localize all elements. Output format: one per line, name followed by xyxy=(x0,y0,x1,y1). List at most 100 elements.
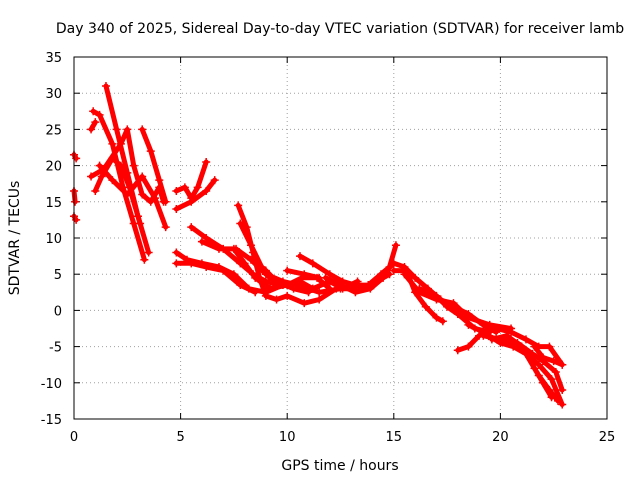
data-point-marker xyxy=(266,284,275,293)
data-point-marker xyxy=(521,335,530,344)
data-point-marker xyxy=(528,349,537,358)
data-point-marker xyxy=(146,147,155,156)
data-point-marker xyxy=(161,197,170,206)
data-point-marker xyxy=(97,172,106,181)
data-point-marker xyxy=(351,281,360,290)
y-tick-label: -15 xyxy=(41,413,62,428)
data-point-marker xyxy=(219,266,228,275)
data-point-marker xyxy=(453,346,462,355)
data-point-marker xyxy=(261,291,270,300)
x-tick-label: 25 xyxy=(599,430,616,445)
data-point-marker xyxy=(336,281,345,290)
series-arc-21 xyxy=(283,266,324,282)
series-arc-10 xyxy=(70,212,81,224)
data-point-marker xyxy=(202,262,211,271)
data-point-marker xyxy=(193,183,202,192)
data-point-marker xyxy=(202,186,211,195)
data-point-marker xyxy=(172,259,181,268)
series-trace xyxy=(173,177,218,212)
data-point-marker xyxy=(180,183,189,192)
data-point-marker xyxy=(553,396,562,405)
x-tick-label: 10 xyxy=(279,430,296,445)
data-point-marker xyxy=(530,364,539,373)
data-point-marker xyxy=(351,288,360,297)
data-point-marker xyxy=(172,248,181,257)
data-point-marker xyxy=(453,310,462,319)
data-point-marker xyxy=(251,273,260,282)
data-point-marker xyxy=(214,244,223,253)
data-point-marker xyxy=(72,154,81,163)
x-tick-label: 20 xyxy=(492,430,509,445)
data-point-marker xyxy=(155,176,164,185)
y-axis-label: SDTVAR / TECUs xyxy=(7,181,23,296)
y-tick-label: 30 xyxy=(45,87,62,102)
data-point-marker xyxy=(411,273,420,282)
data-point-marker xyxy=(112,125,121,134)
data-point-marker xyxy=(91,186,100,195)
data-point-marker xyxy=(507,328,516,337)
data-point-marker xyxy=(389,266,398,275)
data-point-marker xyxy=(391,241,400,250)
data-point-marker xyxy=(308,284,317,293)
data-point-marker xyxy=(87,172,96,181)
data-point-marker xyxy=(558,386,567,395)
x-axis-label: GPS time / hours xyxy=(281,458,398,474)
data-point-marker xyxy=(438,317,447,326)
data-point-marker xyxy=(71,197,80,206)
series-arc-22 xyxy=(295,241,400,290)
data-point-marker xyxy=(95,161,104,170)
series-arc-32 xyxy=(530,342,567,369)
data-point-marker xyxy=(91,118,100,127)
data-point-marker xyxy=(146,197,155,206)
data-point-marker xyxy=(549,357,558,366)
data-point-marker xyxy=(389,259,398,268)
data-point-marker xyxy=(251,288,260,297)
data-point-marker xyxy=(530,342,539,351)
y-tick-label: 5 xyxy=(54,268,62,283)
data-point-marker xyxy=(283,291,292,300)
data-point-marker xyxy=(443,302,452,311)
y-tick-label: 0 xyxy=(54,304,62,319)
data-point-marker xyxy=(151,194,160,203)
data-point-marker xyxy=(534,360,543,369)
data-point-marker xyxy=(202,157,211,166)
chart-title: Day 340 of 2025, Sidereal Day-to-day VTE… xyxy=(56,21,624,37)
data-point-marker xyxy=(72,215,81,224)
data-point-marker xyxy=(140,255,149,264)
data-point-marker xyxy=(289,284,298,293)
data-point-marker xyxy=(545,342,554,351)
data-point-marker xyxy=(138,125,147,134)
data-point-marker xyxy=(144,248,153,257)
x-tick-label: 0 xyxy=(70,430,78,445)
data-point-marker xyxy=(300,299,309,308)
data-point-marker xyxy=(415,284,424,293)
series-arc-11 xyxy=(172,157,211,203)
data-point-marker xyxy=(253,259,262,268)
data-point-marker xyxy=(272,295,281,304)
data-point-marker xyxy=(172,186,181,195)
data-point-marker xyxy=(464,320,473,329)
data-point-marker xyxy=(272,277,281,286)
data-point-marker xyxy=(240,259,249,268)
data-point-marker xyxy=(325,270,334,279)
y-tick-label: -5 xyxy=(49,341,62,356)
data-point-marker xyxy=(421,302,430,311)
data-point-marker xyxy=(187,197,196,206)
data-point-marker xyxy=(283,266,292,275)
series-arc-23 xyxy=(321,273,388,297)
data-point-marker xyxy=(187,223,196,232)
data-point-marker xyxy=(108,176,117,185)
series-group xyxy=(70,81,567,409)
series-arc-7 xyxy=(138,125,170,206)
data-point-marker xyxy=(558,400,567,409)
data-point-marker xyxy=(502,331,511,340)
data-point-marker xyxy=(202,234,211,242)
series-arc-33 xyxy=(534,371,562,405)
data-point-marker xyxy=(545,386,554,395)
y-tick-label: -10 xyxy=(41,377,62,392)
data-point-marker xyxy=(172,205,181,214)
data-point-marker xyxy=(138,172,147,181)
data-point-marker xyxy=(138,190,147,199)
data-point-marker xyxy=(487,335,496,344)
data-point-marker xyxy=(187,259,196,268)
